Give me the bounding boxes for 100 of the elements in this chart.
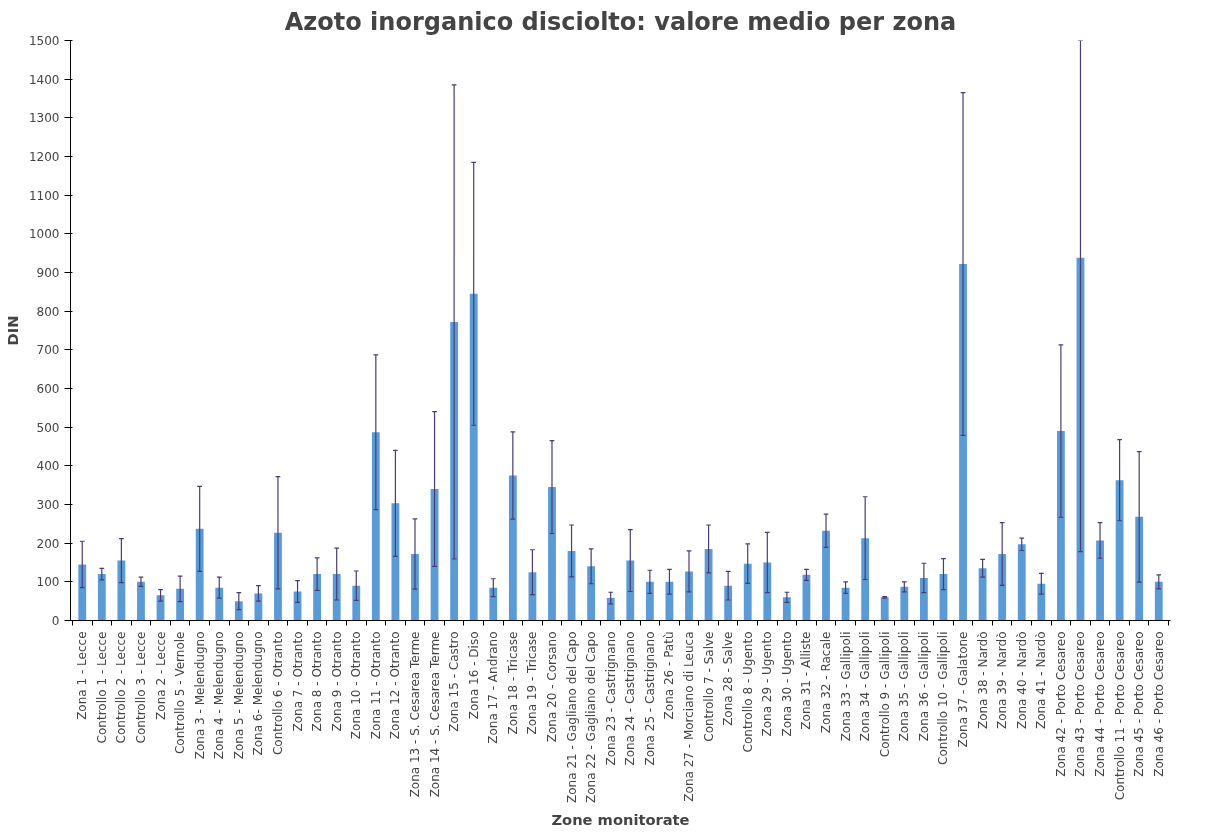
x-tick-label: Zona 44 - Porto Cesareo <box>1093 631 1108 777</box>
bar <box>469 293 478 621</box>
bar <box>352 585 361 621</box>
x-tick-label: Zona 35 - Gallipoli <box>897 631 912 742</box>
y-tick-label: 1100 <box>28 188 60 203</box>
bar <box>137 581 145 621</box>
bar <box>1037 583 1046 621</box>
bar <box>743 563 752 621</box>
bar <box>626 560 635 621</box>
x-tick-label: Controllo 7 - Salve <box>701 631 716 742</box>
chart-title: Azoto inorganico disciolto: valore medio per zona <box>284 7 957 36</box>
x-tick-label: Zona 41 - Nardò <box>1034 631 1049 730</box>
x-tick-label: Controllo 5 - Vernole <box>173 631 188 755</box>
y-axis-title: DIN <box>3 315 21 346</box>
y-tick-label: 1500 <box>28 34 60 48</box>
bar <box>763 562 772 621</box>
y-tick-label: 100 <box>36 575 60 590</box>
y-tick-label: 500 <box>36 420 60 435</box>
x-tick-label: Controllo 10 - Gallipoli <box>936 631 951 765</box>
bar <box>391 503 400 621</box>
bar <box>78 564 87 621</box>
x-tick-label: Zona 38 - Nardò <box>975 631 990 730</box>
x-tick-label: Zona 18 - Tricase <box>505 631 520 735</box>
x-tick-label: Zona 24 - Castrignano <box>623 631 638 766</box>
bar <box>1154 581 1163 621</box>
x-tick-label: Zona 36 - Gallipoli <box>916 631 931 742</box>
x-tick-label: Zona 46 - Porto Cesareo <box>1151 631 1166 777</box>
x-tick-label: Zona 26 - Patù <box>662 631 677 720</box>
x-tick-label: Zona 25 - Castrignano <box>642 631 657 766</box>
x-tick-label: Controllo 6 - Otranto <box>270 631 285 756</box>
bar <box>313 574 322 621</box>
x-tick-label: Controllo 3 - Lecce <box>133 631 148 744</box>
x-tick-label: Zona 37 - Galatone <box>956 631 971 748</box>
y-tick-label: 700 <box>36 343 60 358</box>
bar <box>332 574 341 621</box>
bar <box>919 577 928 621</box>
bar <box>508 475 517 621</box>
x-tick-label: Zona 14 - S. Cesarea Terme <box>427 631 442 798</box>
x-tick-label: Zona 10 - Otranto <box>349 631 364 740</box>
bar <box>215 587 224 621</box>
x-tick-label: Zona 23 - Castrignano <box>603 631 618 766</box>
x-tick-label: Zona 30 - Ugento <box>779 631 794 737</box>
bar <box>117 560 126 621</box>
x-tick-label: Zona 16 - Diso <box>466 631 481 720</box>
y-tick-label: 600 <box>36 382 60 396</box>
x-tick-label: Zona 43 - Porto Cesareo <box>1073 631 1088 777</box>
bar <box>822 530 830 621</box>
x-tick-label: Zona 31 - Alliste <box>799 631 814 730</box>
x-tick-label: Zona 33 - Gallipoli <box>838 631 853 742</box>
x-tick-label: Controllo 8 - Ugento <box>740 631 755 753</box>
x-tick-label: Zona 9 - Otranto <box>329 631 344 732</box>
x-tick-label: Zona 40 - Nardò <box>1014 631 1029 730</box>
bar <box>978 568 987 621</box>
x-tick-label: Zona 12 - Otranto <box>388 631 403 740</box>
bar <box>606 598 615 621</box>
bar <box>548 487 556 621</box>
x-tick-label: Zona 7 - Otranto <box>290 631 305 732</box>
x-tick-label: Zona 32 - Racale <box>819 631 834 734</box>
x-tick-label: Zona 21 - Gagliano del Capo <box>564 631 579 803</box>
x-tick-label: Zona 27 - Morciano di Leuca <box>682 631 697 802</box>
y-tick-label: 900 <box>36 266 60 280</box>
bar <box>371 432 380 621</box>
bar <box>489 587 498 621</box>
bar <box>782 597 791 621</box>
x-tick-label: Zona 3 - Melendugno <box>192 631 207 760</box>
bar <box>195 528 204 621</box>
x-tick-label: Zona 28 - Salve <box>721 631 736 726</box>
y-tick-label: 1000 <box>28 227 60 242</box>
x-tick-label: Zona 13 - S. Cesarea Terme <box>407 631 422 798</box>
x-tick-label: Zona 19 - Tricase <box>525 631 540 735</box>
x-tick-label: Controllo 1 - Lecce <box>94 631 109 744</box>
x-tick-label: Controllo 9 - Gallipoli <box>877 631 892 758</box>
y-tick-label: 200 <box>36 536 60 551</box>
x-tick-label: Zona 20 - Corsano <box>544 631 559 743</box>
x-tick-label: Zona 2 - Lecce <box>153 631 168 720</box>
x-tick-label: Zona 34 - Gallipoli <box>858 631 873 742</box>
x-tick-label: Controllo 2 - Lecce <box>114 631 129 744</box>
bar <box>880 597 889 621</box>
x-tick-label: Zona 4 - Melendugno <box>212 631 227 760</box>
y-tick-label: 300 <box>36 498 60 512</box>
bar <box>1096 540 1104 621</box>
x-tick-label: Zona 6- Melendugno <box>251 631 266 756</box>
x-tick-label: Zona 11 - Otranto <box>368 631 383 740</box>
bar <box>1135 516 1144 621</box>
bar <box>900 586 909 621</box>
bar <box>861 538 870 621</box>
bar <box>724 585 733 621</box>
y-tick-label: 1400 <box>28 72 60 87</box>
x-tick-label: Zona 39 - Nardò <box>995 631 1010 730</box>
x-tick-label: Zona 15 - Castro <box>447 631 462 732</box>
x-axis-title: Zone monitorate <box>551 810 690 828</box>
x-tick-label: Zona 1 - Lecce <box>75 631 90 720</box>
x-tick-label: Zona 42 - Porto Cesareo <box>1053 631 1068 777</box>
y-tick-label: 800 <box>36 304 60 319</box>
x-tick-label: Controllo 11 - Porto Cesareo <box>1112 631 1127 801</box>
y-tick-label: 1300 <box>28 111 60 126</box>
x-tick-label: Zona 45 - Porto Cesareo <box>1132 631 1147 777</box>
y-tick-label: 0 <box>51 614 60 628</box>
bar <box>254 593 263 621</box>
bar <box>998 553 1007 621</box>
